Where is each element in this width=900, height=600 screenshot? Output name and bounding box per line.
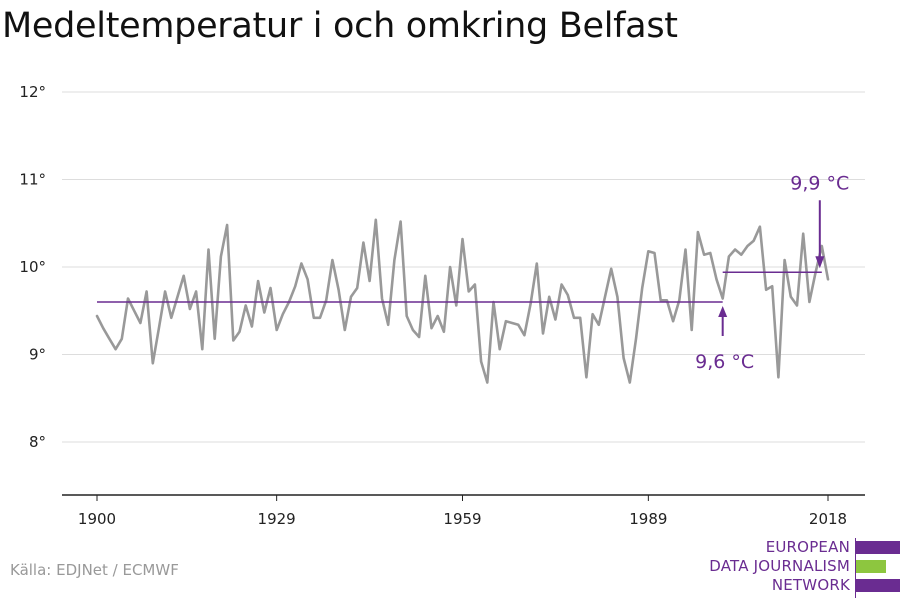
logo-divider [855, 538, 856, 598]
source-note: Källa: EDJNet / ECMWF [10, 561, 179, 579]
edjnet-logo[interactable]: EUROPEAN DATA JOURNALISM NETWORK [700, 538, 900, 598]
annotation-label-2: 9,9 °C [790, 172, 849, 194]
annotation-arrow-head-1 [718, 306, 728, 317]
series-group [95, 218, 830, 384]
x-tick-label-1900: 1900 [78, 510, 116, 528]
x-tick-label-1929: 1929 [258, 510, 296, 528]
y-tick-label-8: 8° [29, 433, 46, 451]
y-tick-label-9: 9° [29, 346, 46, 364]
chart-title: Medeltemperatur i och omkring Belfast [2, 6, 678, 46]
y-tick-label-11: 11° [19, 171, 46, 189]
annotations: 9,6 °C 9,9 °C [695, 172, 849, 373]
logo-bar-purple-bottom [856, 579, 900, 592]
logo-bar-green [856, 560, 886, 573]
y-tick-label-12: 12° [19, 83, 46, 101]
x-axis: 1900 1929 1959 1989 2018 [62, 494, 865, 528]
logo-line-1: EUROPEAN [765, 538, 850, 556]
logo-bar-purple-top [856, 541, 900, 554]
x-tick-label-1989: 1989 [629, 510, 667, 528]
temperature-series-line [95, 218, 830, 384]
x-tick-label-2018: 2018 [809, 510, 847, 528]
x-tick-label-1959: 1959 [443, 510, 481, 528]
y-axis-ticks: 8° 9° 10° 11° 12° [19, 83, 46, 451]
logo-line-2: DATA JOURNALISM [709, 557, 850, 575]
reference-lines [97, 271, 822, 303]
y-grid [62, 91, 865, 443]
annotation-arrow-head-2 [815, 256, 825, 269]
annotation-label-1: 9,6 °C [695, 351, 754, 373]
y-tick-label-10: 10° [19, 258, 46, 276]
logo-line-3: NETWORK [771, 576, 850, 594]
